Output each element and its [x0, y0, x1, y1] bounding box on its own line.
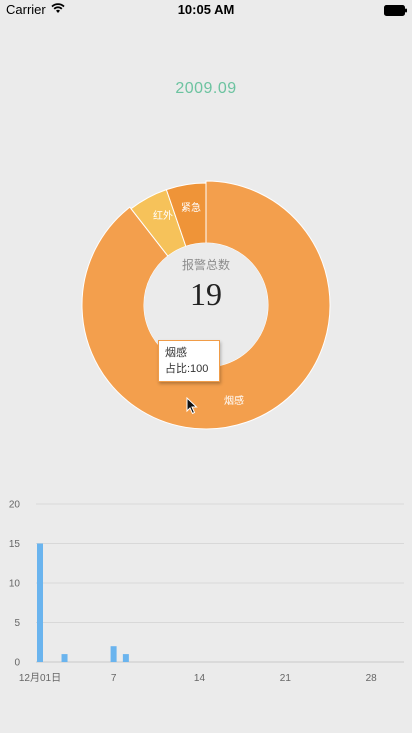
total-alarm-value: 19: [190, 276, 222, 312]
chart-tooltip: 烟感 占比:100: [158, 340, 220, 382]
carrier: Carrier: [6, 2, 65, 17]
y-tick-label-10: 10: [9, 579, 21, 590]
status-time: 10:05 AM: [177, 2, 235, 17]
x-tick-label-7: 7: [111, 673, 117, 684]
x-tick-label-21: 21: [280, 673, 292, 684]
y-tick-label-5: 5: [14, 618, 20, 629]
alarm-donut-chart: [0, 150, 412, 450]
y-tick-label-15: 15: [9, 539, 21, 550]
x-tick-label-14: 14: [194, 673, 206, 684]
slice-label-smoke: 烟感: [224, 396, 244, 407]
carrier-label: Carrier: [6, 2, 46, 17]
bar-day-3[interactable]: [61, 654, 68, 662]
wifi-icon: [51, 2, 65, 17]
battery-icon: [384, 4, 407, 16]
x-tick-label-1: 12月01日: [19, 672, 61, 684]
mouse-pointer-icon: [186, 396, 198, 420]
tooltip-text: 占比:100: [165, 363, 209, 375]
slice-label-emergency: 紧急: [181, 203, 201, 214]
daily-alarm-bar-chart: 0 5 10 15 20 12月01日 7 14 21 28: [9, 500, 404, 684]
x-tick-label-28: 28: [366, 673, 378, 684]
bar-day-7[interactable]: [110, 646, 117, 662]
bar-day-8[interactable]: [122, 654, 129, 662]
tooltip-title: 烟感: [165, 347, 187, 359]
status-bar: Carrier 10:05 AM: [0, 0, 412, 20]
period-title: 2009.09: [175, 80, 237, 97]
total-alarm-label: 报警总数: [181, 258, 230, 272]
bar-day-1[interactable]: [37, 543, 43, 663]
donut-hole: [144, 243, 268, 367]
slice-label-infrared: 红外: [153, 211, 173, 222]
y-tick-label-20: 20: [9, 500, 21, 511]
y-tick-label-0: 0: [14, 658, 20, 669]
